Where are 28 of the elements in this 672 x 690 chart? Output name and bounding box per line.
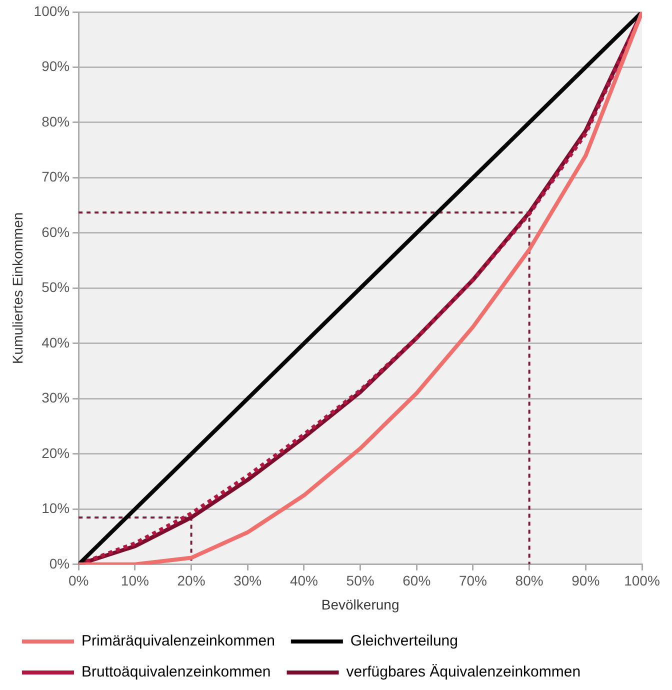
x-tick-label: 100% — [624, 572, 660, 589]
x-tick-label: 90% — [572, 572, 600, 589]
y-tick-label: 70% — [42, 168, 70, 185]
x-tick-label: 30% — [234, 572, 262, 589]
x-tick-label: 10% — [120, 572, 149, 589]
y-tick-label: 90% — [42, 58, 70, 74]
x-tick-label: 50% — [346, 572, 374, 589]
x-tick-label: 0% — [68, 572, 89, 589]
legend-label: Bruttoäquivalenzeinkommen — [82, 664, 271, 681]
y-tick-label: 10% — [42, 500, 70, 516]
legend-label: Gleichverteilung — [350, 632, 458, 650]
y-tick-label: 20% — [42, 444, 70, 461]
y-tick-label: 50% — [42, 279, 70, 296]
y-tick-label: 30% — [42, 390, 70, 406]
y-tick-label: 60% — [42, 224, 70, 240]
y-tick-label: 0% — [49, 555, 70, 572]
x-tick-label: 80% — [515, 572, 544, 589]
x-tick-label: 60% — [402, 572, 431, 589]
x-tick-label: 70% — [458, 572, 487, 589]
legend-label: Primäräquivalenzeinkommen — [82, 632, 275, 650]
x-axis-title: Bevölkerung — [321, 596, 400, 612]
legend-label: verfügbares Äquivalenzeinkommen — [346, 664, 581, 681]
y-axis-title: Kumuliertes Einkommen — [9, 212, 26, 364]
y-tick-label: 80% — [42, 113, 70, 130]
y-tick-label: 40% — [42, 334, 70, 350]
x-tick-label: 20% — [177, 572, 206, 589]
y-tick-label: 100% — [34, 2, 70, 19]
x-tick-label: 40% — [290, 572, 318, 589]
